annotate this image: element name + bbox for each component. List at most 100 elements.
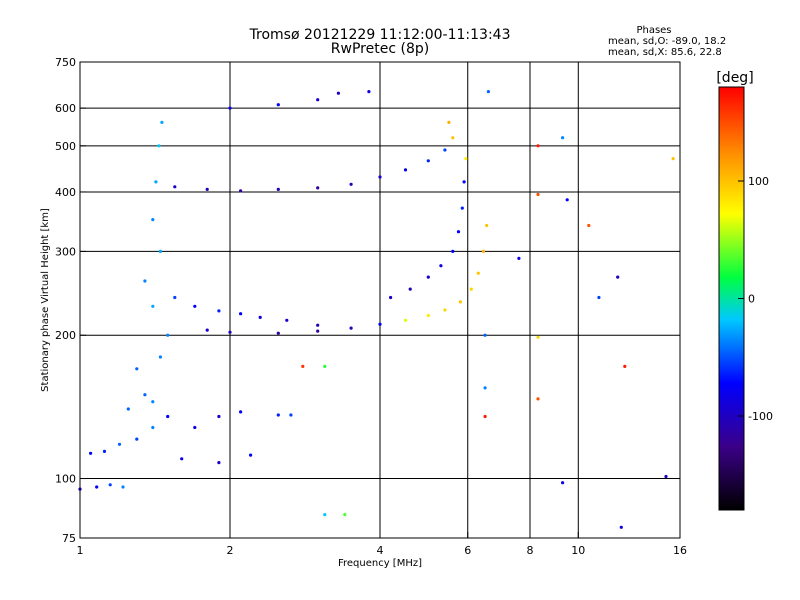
data-point: [316, 329, 320, 333]
data-point: [117, 442, 122, 446]
data-point: [154, 180, 158, 184]
data-point: [228, 106, 232, 110]
data-point: [619, 525, 623, 529]
data-point: [485, 223, 489, 228]
data-point: [239, 312, 243, 316]
x-tick-label: 1: [77, 544, 84, 557]
data-point: [587, 223, 591, 228]
data-point: [205, 187, 209, 191]
data-point: [481, 249, 485, 253]
data-point: [166, 414, 170, 419]
colorbar-tick-label: 100: [748, 175, 769, 188]
data-point: [323, 513, 327, 517]
data-point: [664, 474, 668, 479]
y-tick-label: 100: [55, 473, 76, 486]
data-point: [443, 308, 447, 312]
x-tick-label: 10: [571, 544, 585, 557]
data-point: [408, 287, 412, 291]
data-point: [108, 483, 112, 487]
phases-heading: Phases: [636, 25, 671, 36]
data-point: [217, 309, 221, 313]
data-point: [228, 330, 232, 334]
data-point: [217, 414, 221, 419]
data-point: [462, 180, 466, 184]
data-point: [451, 249, 455, 253]
data-point: [426, 159, 430, 163]
data-point: [323, 364, 327, 368]
data-point: [151, 400, 155, 404]
data-point: [276, 103, 280, 107]
data-point: [316, 186, 320, 190]
data-point: [276, 413, 280, 417]
y-tick-label: 400: [55, 186, 76, 199]
data-point: [316, 323, 320, 327]
data-point: [426, 275, 430, 279]
data-point: [249, 453, 253, 457]
data-point: [276, 331, 280, 335]
x-axis-ticks: 1 2 4 6 8 10 16: [77, 532, 687, 557]
data-point: [367, 90, 371, 94]
data-point: [349, 326, 353, 330]
data-point: [121, 485, 125, 489]
data-point: [451, 136, 455, 140]
data-point: [158, 355, 162, 359]
data-point: [623, 364, 627, 368]
y-tick-label: 600: [55, 102, 76, 115]
data-point: [378, 322, 382, 326]
data-point: [193, 304, 197, 308]
data-point: [276, 187, 280, 191]
data-point: [151, 425, 155, 430]
colorbar-tick-label: 0: [748, 293, 755, 306]
data-point: [258, 315, 262, 319]
data-point: [301, 364, 305, 368]
x-axis-label: Frequency [MHz]: [338, 558, 422, 569]
data-point: [671, 157, 675, 161]
data-point: [403, 168, 408, 172]
y-tick-label: 750: [55, 56, 76, 69]
data-point: [536, 397, 540, 401]
data-point: [143, 279, 147, 283]
data-point: [157, 144, 161, 148]
data-point: [536, 335, 540, 339]
data-point: [439, 264, 443, 268]
data-point: [135, 367, 139, 371]
data-point: [160, 120, 164, 124]
data-point: [483, 386, 487, 390]
data-point: [458, 300, 462, 304]
data-points: [78, 90, 675, 529]
data-point: [483, 414, 487, 419]
colorbar-label: [deg]: [716, 70, 753, 86]
data-point: [285, 318, 289, 322]
data-point: [151, 304, 155, 308]
data-point: [135, 437, 139, 441]
data-point: [143, 393, 147, 397]
data-point: [389, 295, 393, 300]
data-point: [536, 192, 540, 197]
data-point: [456, 230, 461, 234]
data-point: [217, 461, 221, 465]
phases-line-x: mean, sd,X: 85.6, 22.8: [608, 47, 722, 58]
data-point: [565, 198, 569, 202]
data-point: [443, 148, 447, 152]
y-tick-label: 300: [55, 245, 76, 258]
x-tick-label: 4: [377, 544, 384, 557]
data-point: [173, 295, 177, 300]
data-point: [483, 333, 487, 337]
data-point: [561, 481, 565, 485]
data-point: [205, 328, 209, 332]
data-point: [316, 98, 320, 102]
data-point: [464, 157, 468, 161]
data-point: [289, 413, 293, 417]
data-point: [561, 136, 565, 140]
colorbar-tick-label: -100: [748, 410, 773, 423]
y-axis-ticks: 75 100 200 300 400 500 600 750: [55, 56, 86, 545]
data-point: [447, 120, 451, 124]
data-point: [616, 275, 620, 279]
data-point: [517, 256, 521, 260]
data-point: [469, 287, 473, 291]
data-point: [460, 206, 464, 210]
y-axis-label: Stationary phase Virtual Height [km]: [40, 208, 51, 392]
data-point: [180, 457, 184, 461]
x-tick-label: 16: [673, 544, 687, 557]
